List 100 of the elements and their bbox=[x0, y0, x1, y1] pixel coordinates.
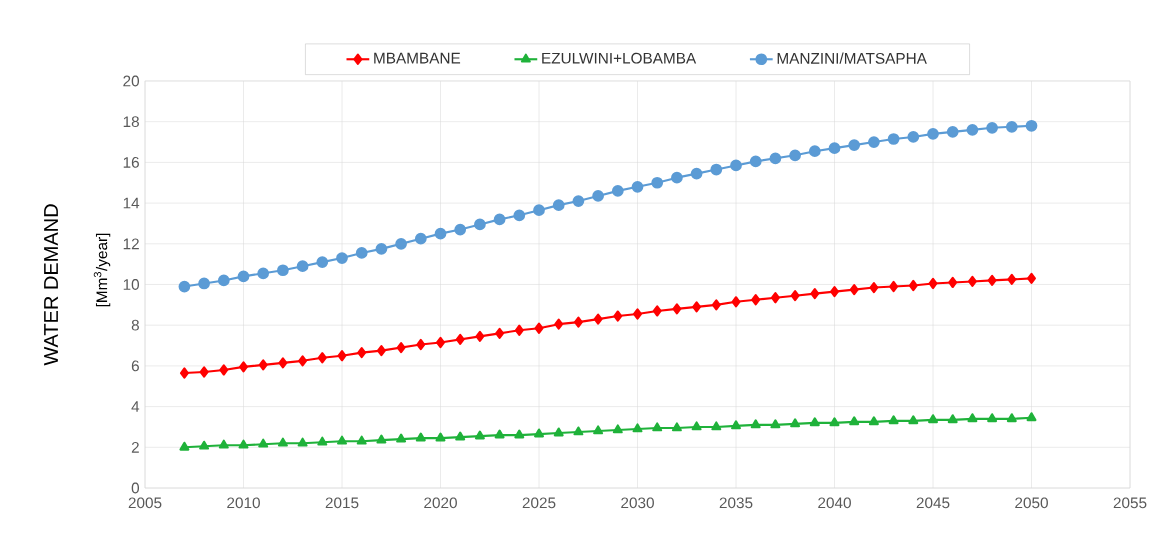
point bbox=[652, 422, 663, 432]
point bbox=[296, 260, 309, 273]
point bbox=[573, 316, 583, 328]
point bbox=[691, 421, 702, 431]
y-tick-label: 8 bbox=[131, 319, 139, 331]
point bbox=[908, 415, 919, 425]
point bbox=[711, 299, 721, 311]
point bbox=[277, 264, 289, 277]
point bbox=[849, 283, 859, 296]
x-tick-label: 2010 bbox=[227, 497, 260, 509]
point bbox=[749, 155, 762, 168]
point bbox=[239, 361, 248, 373]
point bbox=[552, 199, 565, 211]
point bbox=[810, 288, 820, 300]
point bbox=[868, 136, 880, 148]
point bbox=[987, 274, 997, 287]
point bbox=[1006, 413, 1017, 423]
x-tick-label: 2055 bbox=[1113, 497, 1147, 509]
point bbox=[494, 429, 505, 439]
point bbox=[395, 237, 407, 250]
x-tick-label: 2040 bbox=[818, 497, 851, 509]
point bbox=[178, 280, 191, 293]
point bbox=[337, 435, 347, 445]
point bbox=[731, 296, 741, 308]
y-tick-label: 6 bbox=[131, 360, 139, 372]
point bbox=[613, 310, 623, 322]
point bbox=[633, 308, 642, 320]
point bbox=[257, 267, 270, 280]
x-tick-label: 2035 bbox=[719, 497, 753, 509]
point bbox=[277, 437, 288, 447]
point bbox=[986, 121, 998, 134]
point bbox=[356, 435, 367, 445]
point bbox=[652, 305, 662, 317]
legend-label: MANZINI/MATSAPHA bbox=[777, 52, 927, 64]
point bbox=[434, 227, 447, 240]
point bbox=[849, 416, 860, 426]
point bbox=[790, 290, 800, 302]
point bbox=[375, 243, 388, 255]
point bbox=[396, 341, 406, 354]
point bbox=[416, 338, 426, 351]
point bbox=[534, 428, 544, 438]
point bbox=[711, 421, 722, 431]
point bbox=[672, 303, 682, 315]
x-tick-label: 2045 bbox=[916, 497, 950, 509]
point bbox=[593, 313, 603, 325]
point bbox=[1007, 273, 1017, 286]
text: [Mm$^{3}$/year] bbox=[93, 233, 111, 307]
point bbox=[946, 126, 959, 138]
point bbox=[179, 367, 189, 379]
point bbox=[928, 414, 939, 424]
point bbox=[317, 436, 328, 446]
x-tick-label: 2050 bbox=[1015, 497, 1048, 509]
point bbox=[474, 430, 485, 440]
point bbox=[217, 274, 230, 287]
point bbox=[474, 218, 486, 231]
point bbox=[513, 209, 526, 222]
point bbox=[908, 279, 918, 292]
y-tick-label: 18 bbox=[123, 116, 139, 128]
x-tick-label: 2020 bbox=[424, 497, 457, 509]
point bbox=[278, 357, 288, 369]
point bbox=[258, 359, 268, 371]
point bbox=[888, 415, 899, 425]
y-tick-label: 10 bbox=[123, 279, 140, 290]
x-tick-label: 2025 bbox=[522, 497, 556, 509]
point bbox=[495, 327, 505, 339]
point bbox=[692, 301, 702, 313]
point bbox=[671, 171, 683, 184]
point bbox=[651, 176, 664, 189]
point bbox=[219, 364, 229, 376]
point bbox=[514, 324, 524, 336]
point bbox=[554, 318, 564, 330]
point bbox=[770, 292, 780, 304]
point bbox=[947, 414, 958, 424]
point bbox=[948, 276, 958, 289]
y-tick-label: 14 bbox=[123, 197, 140, 209]
point bbox=[690, 167, 703, 180]
point bbox=[927, 128, 939, 140]
y-tick-label: 2 bbox=[131, 441, 139, 453]
point bbox=[1025, 119, 1038, 132]
point bbox=[317, 352, 327, 364]
point bbox=[455, 333, 465, 346]
point bbox=[848, 139, 861, 151]
point bbox=[553, 427, 564, 437]
point bbox=[435, 432, 446, 442]
point bbox=[376, 345, 386, 357]
point bbox=[907, 131, 920, 143]
point bbox=[830, 286, 839, 298]
point bbox=[809, 417, 820, 427]
point bbox=[789, 149, 801, 162]
y-tick-label: 12 bbox=[123, 238, 139, 250]
point bbox=[533, 204, 545, 217]
point bbox=[828, 142, 841, 155]
point bbox=[987, 413, 998, 423]
point bbox=[928, 277, 938, 290]
point bbox=[336, 252, 348, 264]
point bbox=[199, 366, 209, 378]
point bbox=[612, 424, 623, 434]
point bbox=[1005, 120, 1018, 133]
point bbox=[455, 431, 466, 441]
point bbox=[869, 281, 879, 294]
